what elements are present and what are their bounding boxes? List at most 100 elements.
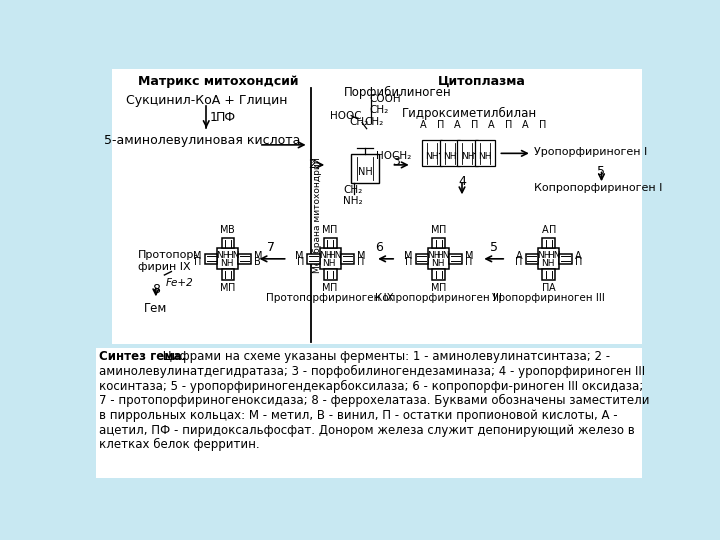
Text: М: М [431, 225, 439, 235]
Text: фирин IX: фирин IX [138, 262, 191, 272]
Text: П: П [575, 256, 582, 267]
Bar [415, 254, 428, 264]
Text: 7 - протопорфириногеноксидаза; 8 - феррохелатаза. Буквами обозначены заместители: 7 - протопорфириногеноксидаза; 8 - ферро… [99, 394, 649, 408]
Text: А: А [575, 251, 582, 261]
Text: 1: 1 [210, 111, 218, 124]
Text: NH: NH [425, 152, 438, 161]
Text: П: П [330, 283, 338, 293]
Text: П: П [228, 283, 235, 293]
Text: NH: NH [428, 251, 441, 260]
Text: аминолевулинатдегидратаза; 3 - порфобилиногендезаминаза; 4 - уропорфириноген III: аминолевулинатдегидратаза; 3 - порфобили… [99, 365, 645, 378]
Text: Цитоплазма: Цитоплазма [438, 75, 526, 88]
Text: NH: NH [479, 152, 492, 161]
Text: NH: NH [217, 251, 230, 260]
Text: 7: 7 [267, 241, 275, 254]
Text: HN: HN [436, 251, 450, 260]
Bar [217, 248, 238, 269]
Text: М: М [254, 251, 263, 261]
Text: П: П [330, 225, 338, 235]
Text: COOH: COOH [369, 94, 400, 104]
Bar [542, 238, 555, 248]
Text: П: П [471, 120, 478, 130]
Text: А: А [516, 251, 523, 261]
Text: П: П [356, 256, 364, 267]
Text: Уропорфириноген I: Уропорфириноген I [534, 147, 647, 157]
Text: 2: 2 [308, 158, 316, 171]
Text: NH: NH [319, 251, 333, 260]
Text: Протопор-: Протопор- [138, 250, 199, 260]
Bar [222, 269, 234, 280]
Text: Матрикс митохондсий: Матрикс митохондсий [138, 75, 298, 88]
Text: CH₂: CH₂ [369, 105, 388, 115]
Text: М: М [220, 225, 229, 235]
Text: CH₂: CH₂ [343, 185, 363, 195]
Text: М: М [323, 283, 331, 293]
Text: П: П [515, 256, 523, 267]
Bar [457, 140, 477, 166]
Text: NH: NH [537, 251, 551, 260]
Text: клетках белок ферритин.: клетках белок ферритин. [99, 438, 260, 451]
Text: CH₂: CH₂ [365, 117, 384, 127]
Bar [351, 154, 379, 184]
Text: Сукцинил-КоА + Глицин: Сукцинил-КоА + Глицин [125, 94, 287, 107]
Text: М: М [431, 283, 439, 293]
Bar [475, 140, 495, 166]
Text: А: А [454, 120, 461, 130]
Text: ПФ: ПФ [215, 111, 235, 124]
Text: М: М [356, 251, 365, 261]
Text: Гидроксиметилбилан: Гидроксиметилбилан [402, 107, 537, 120]
Text: П: П [505, 120, 512, 130]
Text: HN: HN [546, 251, 560, 260]
Text: Уропорфириноген III: Уропорфириноген III [492, 294, 606, 303]
Bar [324, 269, 337, 280]
Text: П: П [436, 120, 444, 130]
Text: 3: 3 [392, 154, 400, 167]
Text: М: М [220, 283, 229, 293]
Text: А: А [488, 120, 495, 130]
Text: П: П [539, 120, 546, 130]
Bar [96, 69, 112, 345]
Text: П: П [438, 225, 446, 235]
Bar [428, 248, 449, 269]
Text: HOOC: HOOC [330, 111, 362, 121]
Text: NH: NH [358, 167, 372, 177]
Text: 5: 5 [490, 241, 498, 254]
Text: ацетил, ПФ - пиридоксальфосфат. Донором железа служит депонирующий железо в: ацетил, ПФ - пиридоксальфосфат. Донором … [99, 423, 635, 437]
Text: В: В [254, 256, 261, 267]
Text: П: П [549, 225, 556, 235]
Bar [204, 254, 217, 264]
Text: NH: NH [461, 152, 474, 161]
Text: П: П [438, 283, 446, 293]
Text: 6: 6 [375, 241, 383, 254]
Text: 4: 4 [458, 175, 466, 188]
Bar [324, 238, 337, 248]
Text: NH: NH [323, 259, 336, 268]
Text: NH: NH [541, 259, 554, 268]
Bar [432, 269, 445, 280]
Text: В: В [228, 225, 235, 235]
Text: А: А [549, 283, 556, 293]
Text: в пиррольных кольцах: М - метил, В - винил, П - остатки пропионовой кислоты, А -: в пиррольных кольцах: М - метил, В - вин… [99, 409, 618, 422]
Text: П: П [194, 256, 202, 267]
Text: HN: HN [328, 251, 341, 260]
Text: Порфибилиноген: Порфибилиноген [343, 85, 451, 99]
Bar [439, 140, 459, 166]
Text: 5: 5 [598, 165, 606, 178]
Text: Копропорфириноген I: Копропорфириноген I [534, 183, 662, 193]
Text: косинтаза; 5 - уропорфириногендекарбоксилаза; 6 - копропорфи-риноген III оксидаз: косинтаза; 5 - уропорфириногендекарбокси… [99, 380, 644, 393]
Text: А: А [522, 120, 529, 130]
Text: П: П [541, 283, 549, 293]
Bar [341, 254, 354, 264]
Text: CH₂: CH₂ [349, 117, 369, 127]
Text: М: М [465, 251, 474, 261]
Bar [320, 248, 341, 269]
Text: П: П [297, 256, 304, 267]
Text: HN: HN [226, 251, 239, 260]
Text: Копропорфириноген III: Копропорфириноген III [375, 294, 503, 303]
Text: Протопорфириноген IX: Протопорфириноген IX [266, 294, 394, 303]
Bar [559, 254, 572, 264]
Bar [96, 69, 642, 345]
Text: М: М [193, 251, 202, 261]
Text: Гем: Гем [144, 301, 168, 315]
Text: М: М [295, 251, 304, 261]
